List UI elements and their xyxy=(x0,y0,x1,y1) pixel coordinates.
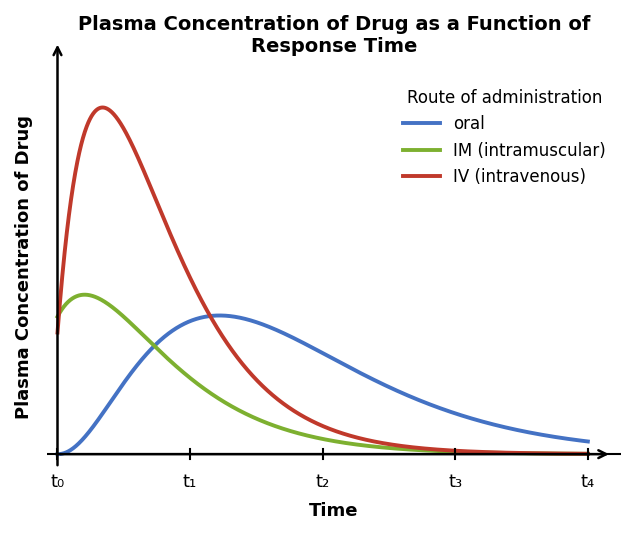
IV (intravenous) xyxy=(569,450,576,457)
IV (intravenous) xyxy=(298,412,305,419)
IM (intramuscular) xyxy=(81,292,88,298)
Y-axis label: Plasma Concentration of Drug: Plasma Concentration of Drug xyxy=(15,115,33,419)
IV (intravenous) xyxy=(584,450,591,457)
oral xyxy=(298,339,305,345)
Title: Plasma Concentration of Drug as a Function of
Response Time: Plasma Concentration of Drug as a Functi… xyxy=(78,15,590,56)
IM (intramuscular) xyxy=(569,450,576,457)
IV (intravenous) xyxy=(569,450,577,457)
oral xyxy=(81,434,88,440)
oral xyxy=(569,437,577,443)
IM (intramuscular) xyxy=(569,450,577,457)
IM (intramuscular) xyxy=(53,314,61,320)
Line: oral: oral xyxy=(57,316,588,454)
IV (intravenous) xyxy=(312,419,319,426)
IV (intravenous) xyxy=(471,448,479,455)
IV (intravenous) xyxy=(99,104,106,111)
Legend: oral, IM (intramuscular), IV (intravenous): oral, IM (intramuscular), IV (intravenou… xyxy=(397,82,612,193)
oral xyxy=(312,346,319,353)
oral xyxy=(53,451,61,457)
oral xyxy=(569,437,576,443)
IM (intramuscular) xyxy=(584,450,591,457)
IM (intramuscular) xyxy=(298,431,305,437)
Line: IM (intramuscular): IM (intramuscular) xyxy=(57,295,588,454)
oral xyxy=(584,438,591,445)
oral xyxy=(216,312,223,319)
IM (intramuscular) xyxy=(471,449,479,455)
IV (intravenous) xyxy=(53,329,61,335)
Line: IV (intravenous): IV (intravenous) xyxy=(57,108,588,454)
IV (intravenous) xyxy=(81,129,88,136)
X-axis label: Time: Time xyxy=(309,502,359,520)
IM (intramuscular) xyxy=(312,434,319,441)
IM (intramuscular) xyxy=(81,292,88,298)
oral xyxy=(471,416,479,423)
